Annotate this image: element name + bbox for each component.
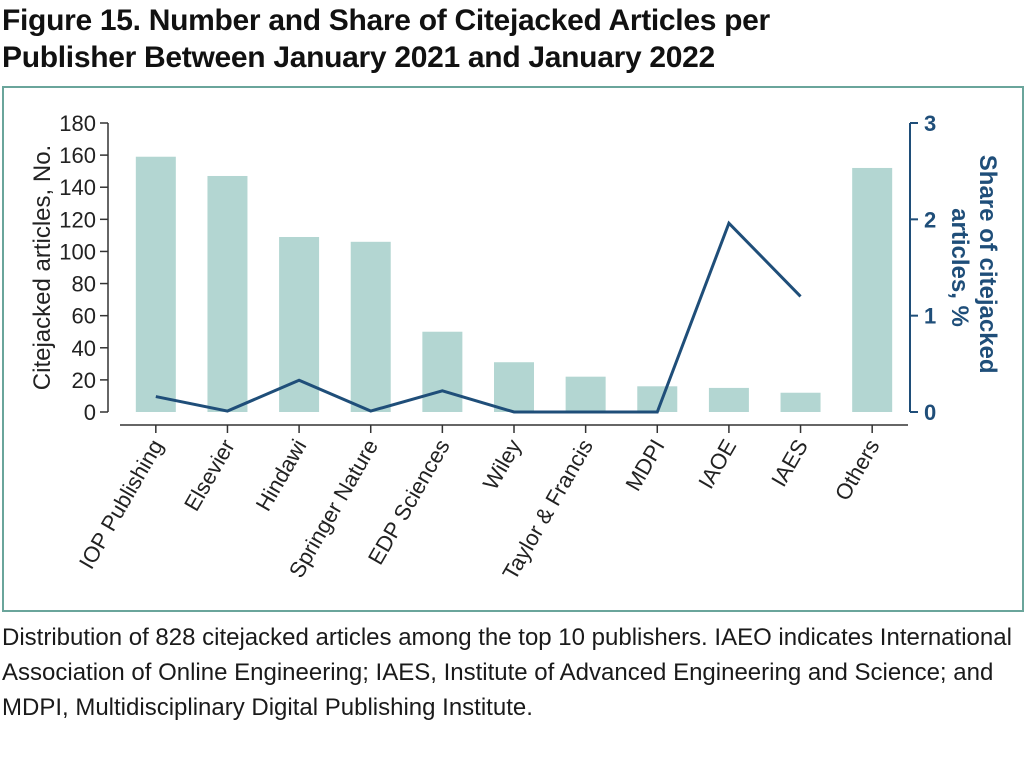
bar-elsevier (207, 175, 248, 412)
right-axis-tick-label: 0 (924, 400, 936, 425)
left-axis-tick-label: 80 (72, 272, 96, 297)
left-axis-title: Citejacked articles, No. (29, 145, 56, 390)
left-axis-tick-label: 100 (59, 239, 96, 264)
bar-iaes (780, 392, 821, 412)
x-axis-tick-label: IOP Publishing (74, 435, 168, 573)
x-axis-tick-label: Others (830, 435, 885, 505)
x-axis-tick-label: MDPI (620, 435, 669, 495)
bar-mdpi (637, 386, 678, 412)
bar-taylor-francis (565, 376, 606, 412)
figure-title-line-1: Figure 15. Number and Share of Citejacke… (2, 4, 770, 37)
right-axis-title-line-2: articles, % (946, 208, 973, 327)
bar-edp-sciences (422, 331, 463, 412)
left-axis-tick-label: 140 (59, 175, 96, 200)
left-axis-tick-label: 180 (59, 111, 96, 136)
bar-hindawi (279, 236, 320, 412)
left-axis-tick-label: 20 (72, 368, 96, 393)
left-y-axis: 0 20 40 60 80 100 120 140 160 180 (59, 111, 109, 425)
right-axis-tick-label: 2 (924, 207, 936, 232)
left-axis-tick-label: 160 (59, 143, 96, 168)
x-axis-tick-label: Wiley (478, 435, 527, 494)
right-axis-tick-label: 3 (924, 111, 936, 136)
chart-frame: 0 20 40 60 80 100 120 140 160 180 0 1 2 3 IOP Publis… (2, 86, 1024, 612)
figure-title: Figure 15. Number and Share of Citejacke… (2, 2, 1022, 76)
bar-iop-publishing (135, 156, 176, 412)
x-axis-tick-label: Elsevier (179, 435, 240, 515)
left-axis-tick-label: 60 (72, 304, 96, 329)
share-line-series (155, 220, 802, 414)
chart: 0 20 40 60 80 100 120 140 160 180 0 1 2 3 IOP Publis… (29, 111, 1001, 584)
right-axis-tick-label: 1 (924, 304, 936, 329)
figure-title-line-2: Publisher Between January 2021 and Janua… (2, 41, 715, 74)
bar-springer-nature (350, 241, 391, 412)
x-axis-tick-label: IAES (766, 435, 813, 491)
bar-wiley (494, 362, 534, 412)
bar-series (135, 156, 893, 412)
right-y-axis: 0 1 2 3 (909, 111, 936, 425)
figure-caption: Distribution of 828 citejacked articles … (2, 624, 1012, 721)
bar-others (852, 167, 893, 412)
left-axis-tick-label: 120 (59, 207, 96, 232)
left-axis-tick-label: 0 (84, 400, 96, 425)
right-axis-title-line-1: Share of citejacked (974, 155, 1001, 374)
x-axis-tick-label: Hindawi (251, 435, 312, 515)
right-axis-title: Share of citejacked articles, % (946, 155, 1001, 380)
share-line (155, 220, 802, 414)
bar-iaoe (708, 387, 749, 412)
left-axis-tick-label: 40 (72, 336, 96, 361)
x-axis-tick-label: IAOE (693, 435, 741, 493)
